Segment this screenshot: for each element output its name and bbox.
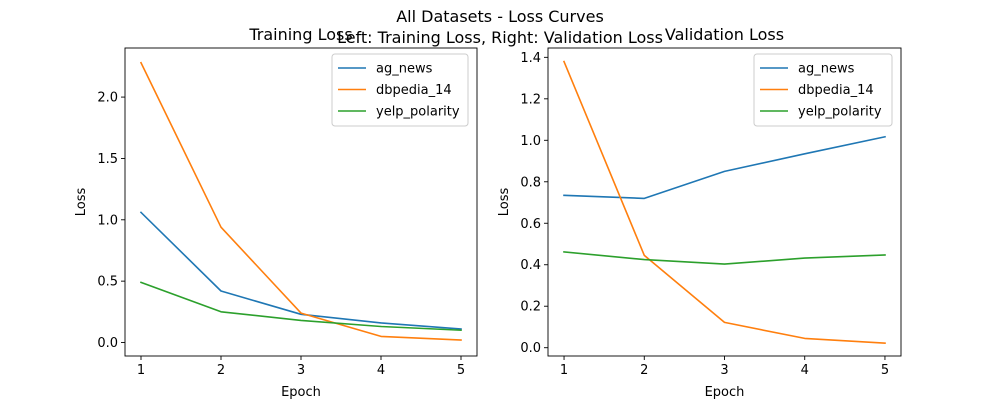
training-loss-legend-label-yelp-polarity: yelp_polarity <box>376 105 460 120</box>
training-loss-x-tick-label: 4 <box>377 363 385 378</box>
validation-loss-legend: ag_news dbpedia_14 yelp_polarity <box>753 53 893 127</box>
training-loss-y-tick-label: 0.0 <box>97 336 118 351</box>
training-loss-legend-label-ag-news: ag_news <box>376 62 433 77</box>
validation-loss-panel: Validation Loss 1 2 3 4 5 0.0 0.2 0.4 0.6 0.8 1.0 1.… <box>497 25 902 400</box>
validation-loss-y-axis-label: Loss <box>497 188 512 217</box>
validation-loss-x-tick-label: 1 <box>560 363 568 378</box>
training-loss-x-axis-label: Epoch <box>281 385 321 400</box>
validation-loss-legend-label-yelp-polarity: yelp_polarity <box>798 105 882 120</box>
figure-suptitle-line-1: All Datasets - Loss Curves <box>396 7 604 26</box>
training-loss-y-tick-label: 0.5 <box>97 275 118 290</box>
training-loss-panel: Training Loss 1 2 3 4 5 0.0 0.5 1.0 1.5 2.0 Epoch Lo… <box>74 25 478 400</box>
validation-loss-line-yelp-polarity <box>563 251 886 265</box>
training-loss-x-tick-label: 5 <box>457 363 465 378</box>
training-loss-x-tick-label: 1 <box>137 363 145 378</box>
chart-panels: Training Loss 1 2 3 4 5 0.0 0.5 1.0 1.5 2.0 Epoch Lo… <box>74 25 902 400</box>
training-loss-y-tick-label: 2.0 <box>97 91 118 106</box>
validation-loss-line-dbpedia-14 <box>562 60 886 344</box>
validation-loss-line-ag-news <box>563 135 886 200</box>
validation-loss-y-tick-label: 0.4 <box>520 258 541 273</box>
training-loss-line-ag-news <box>139 211 462 330</box>
validation-loss-y-tick-label: 1.4 <box>520 51 541 66</box>
training-loss-x-tick-label: 3 <box>297 363 305 378</box>
validation-loss-legend-label-dbpedia-14: dbpedia_14 <box>798 83 874 98</box>
validation-loss-y-tick-label: 0.6 <box>520 217 541 232</box>
training-loss-line-dbpedia-14 <box>139 61 462 341</box>
validation-loss-x-tick-label: 5 <box>881 363 889 378</box>
training-loss-y-tick-label: 1.0 <box>97 213 118 228</box>
training-loss-legend-box <box>331 53 469 127</box>
training-loss-x-tick-label: 2 <box>217 363 225 378</box>
validation-loss-legend-label-ag-news: ag_news <box>798 62 855 77</box>
validation-loss-y-tick-label: 0.2 <box>520 300 541 315</box>
training-loss-legend-label-dbpedia-14: dbpedia_14 <box>376 83 452 98</box>
validation-loss-y-tick-label: 0.0 <box>520 341 541 356</box>
figure-suptitle-line-2: Left: Training Loss, Right: Validation L… <box>337 28 663 47</box>
validation-loss-y-tick-label: 1.0 <box>520 134 541 149</box>
validation-loss-title: Validation Loss <box>665 25 784 44</box>
training-loss-y-tick-label: 1.5 <box>97 152 118 167</box>
training-loss-line-yelp-polarity <box>139 281 462 332</box>
validation-loss-y-tick-label: 1.2 <box>520 92 541 107</box>
validation-loss-y-tick-label: 0.8 <box>520 175 541 190</box>
training-loss-legend: ag_news dbpedia_14 yelp_polarity <box>331 53 469 127</box>
training-loss-title: Training Loss <box>248 25 352 44</box>
validation-loss-x-tick-label: 4 <box>801 363 809 378</box>
validation-loss-x-tick-label: 3 <box>720 363 728 378</box>
validation-loss-x-tick-label: 2 <box>640 363 648 378</box>
training-loss-y-axis-label: Loss <box>74 188 89 217</box>
validation-loss-legend-box <box>753 53 893 127</box>
validation-loss-x-axis-label: Epoch <box>705 385 745 400</box>
